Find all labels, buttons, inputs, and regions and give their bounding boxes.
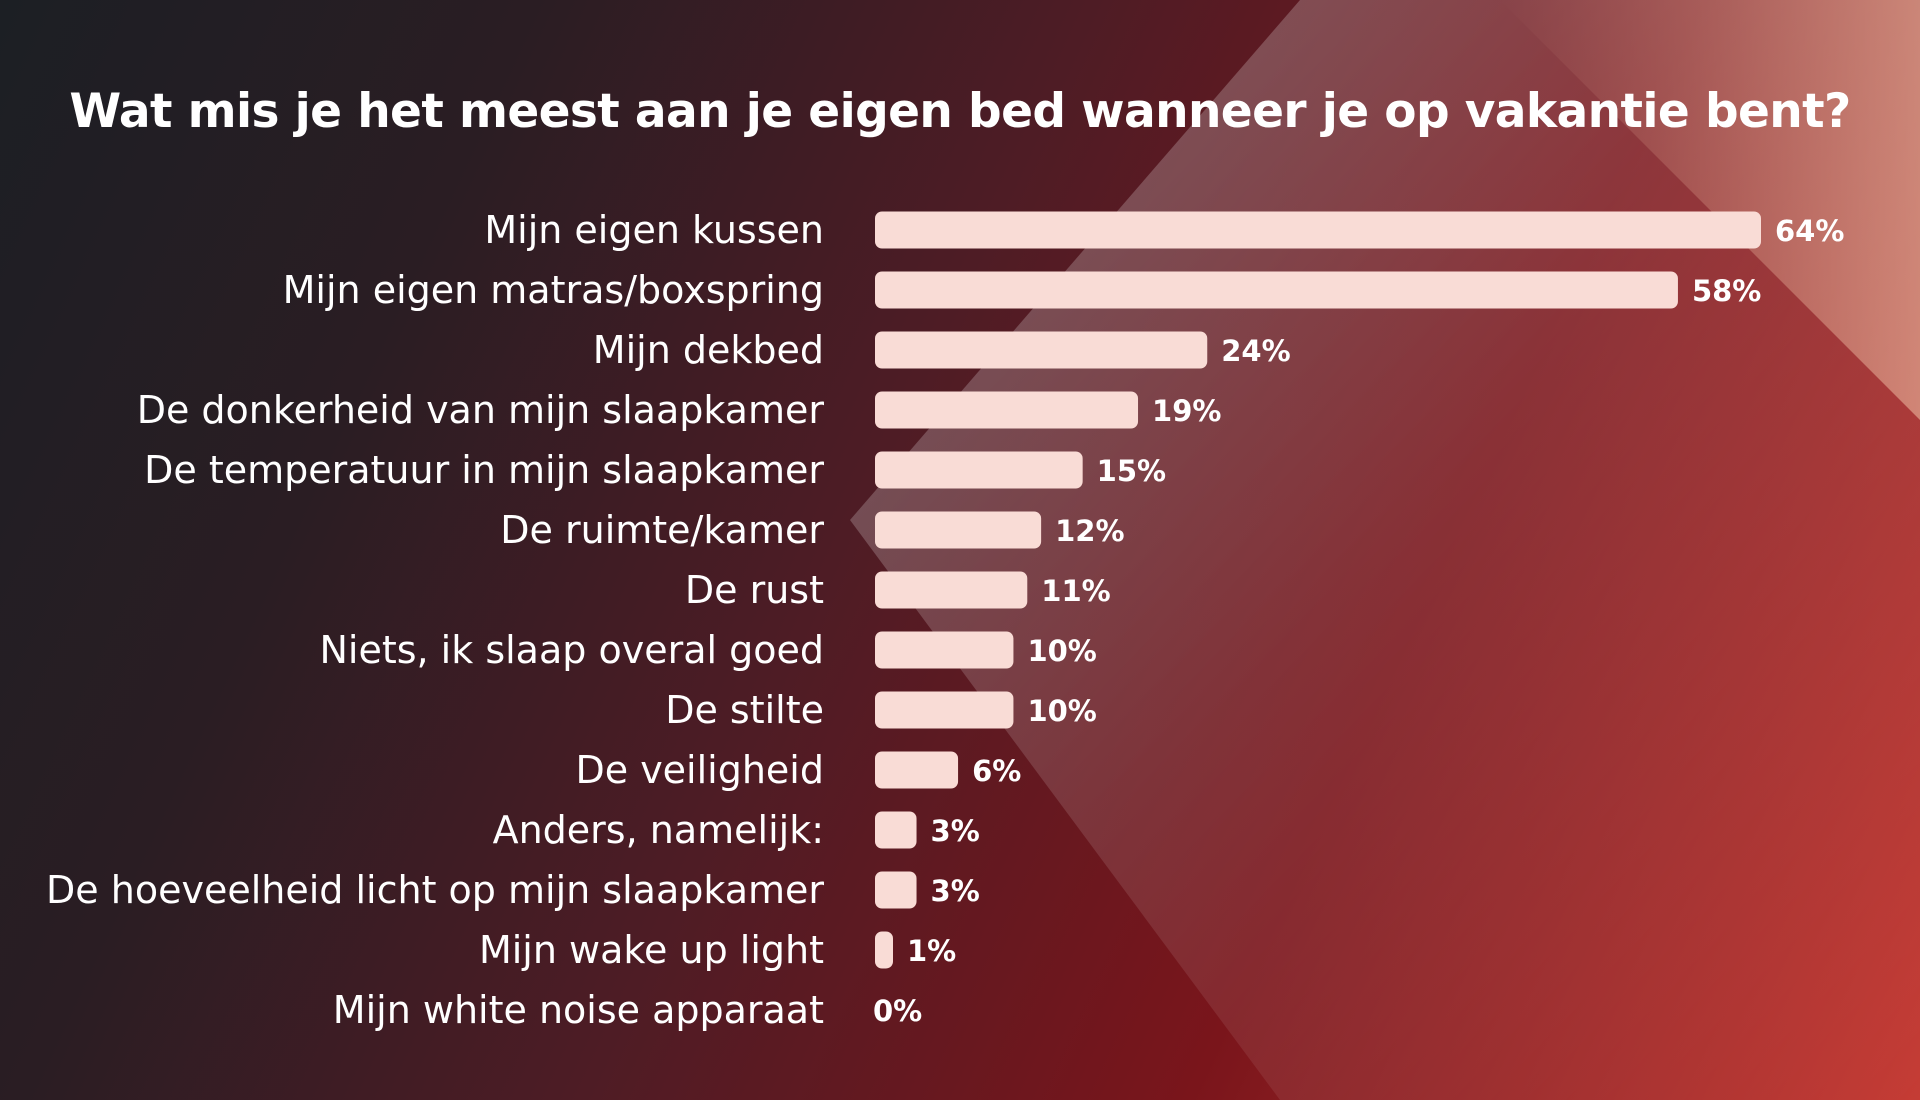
bar-row: De rust 11% [685, 568, 1111, 612]
value-label: 11% [1041, 574, 1110, 608]
bar [875, 931, 893, 969]
value-label: 24% [1221, 334, 1290, 368]
category-label: De temperatuur in mijn slaapkamer [144, 448, 824, 492]
bar-row: De ruimte/kamer 12% [500, 508, 1124, 552]
category-label: De donkerheid van mijn slaapkamer [137, 388, 825, 432]
bar-row: Mijn dekbed 24% [593, 328, 1291, 372]
bar [875, 331, 1208, 369]
value-label: 3% [931, 814, 980, 848]
value-label: 10% [1027, 634, 1096, 668]
bar-row: Mijn eigen kussen 64% [484, 208, 1844, 252]
bar [875, 211, 1761, 249]
bar-row: De veiligheid 6% [575, 748, 1021, 792]
bar [875, 751, 959, 789]
bar [875, 271, 1678, 309]
bar [875, 391, 1139, 429]
category-label: De hoeveelheid licht op mijn slaapkamer [46, 868, 824, 912]
bar-row: Mijn white noise apparaat 0% [333, 988, 922, 1032]
value-label: 15% [1097, 454, 1166, 488]
chart-title: Wat mis je het meest aan je eigen bed wa… [69, 84, 1851, 139]
category-label: De rust [685, 568, 824, 612]
bar-row: Mijn eigen matras/boxspring 58% [283, 268, 1762, 312]
bar-row: De donkerheid van mijn slaapkamer 19% [137, 388, 1222, 432]
value-label: 6% [972, 754, 1021, 788]
category-label: De ruimte/kamer [500, 508, 824, 552]
bar-row: Mijn wake up light 1% [479, 928, 956, 972]
bar [875, 511, 1042, 549]
bar [875, 631, 1014, 669]
value-label: 10% [1027, 694, 1096, 728]
value-label: 0% [873, 994, 922, 1028]
category-label: De stilte [665, 688, 824, 732]
value-label: 12% [1055, 514, 1124, 548]
value-label: 1% [907, 934, 956, 968]
category-label: De veiligheid [575, 748, 824, 792]
value-label: 3% [931, 874, 980, 908]
bar-row: De stilte 10% [665, 688, 1097, 732]
value-label: 64% [1775, 214, 1844, 248]
category-label: Mijn eigen kussen [484, 208, 824, 252]
bar-row: Anders, namelijk: 3% [493, 808, 980, 852]
category-label: Niets, ik slaap overal goed [319, 628, 824, 672]
category-label: Mijn dekbed [593, 328, 824, 372]
value-label: 19% [1152, 394, 1221, 428]
category-label: Mijn wake up light [479, 928, 824, 972]
bar [875, 451, 1083, 489]
value-label: 58% [1692, 274, 1761, 308]
bar [875, 871, 917, 909]
bar-row: Niets, ik slaap overal goed 10% [319, 628, 1096, 672]
bar [875, 811, 917, 849]
bar-row: De hoeveelheid licht op mijn slaapkamer 3… [46, 868, 980, 912]
category-label: Anders, namelijk: [493, 808, 824, 852]
category-label: Mijn eigen matras/boxspring [283, 268, 824, 312]
bar [875, 691, 1014, 729]
bar [875, 571, 1028, 609]
bar-row: De temperatuur in mijn slaapkamer 15% [144, 448, 1166, 492]
category-label: Mijn white noise apparaat [333, 988, 824, 1032]
